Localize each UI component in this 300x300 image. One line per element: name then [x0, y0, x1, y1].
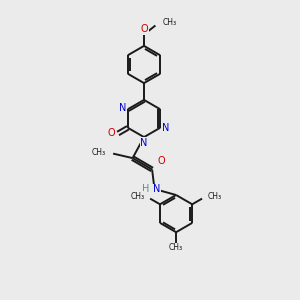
Text: H: H — [142, 184, 150, 194]
Text: CH₃: CH₃ — [207, 192, 221, 201]
Text: N: N — [119, 103, 127, 113]
Text: CH₃: CH₃ — [169, 243, 183, 252]
Text: N: N — [140, 137, 148, 148]
Text: O: O — [141, 24, 148, 34]
Text: O: O — [108, 128, 115, 139]
Text: O: O — [157, 156, 165, 166]
Text: CH₃: CH₃ — [163, 18, 177, 27]
Text: CH₃: CH₃ — [92, 148, 106, 157]
Text: N: N — [153, 184, 160, 194]
Text: CH₃: CH₃ — [130, 192, 144, 201]
Text: N: N — [161, 123, 169, 134]
